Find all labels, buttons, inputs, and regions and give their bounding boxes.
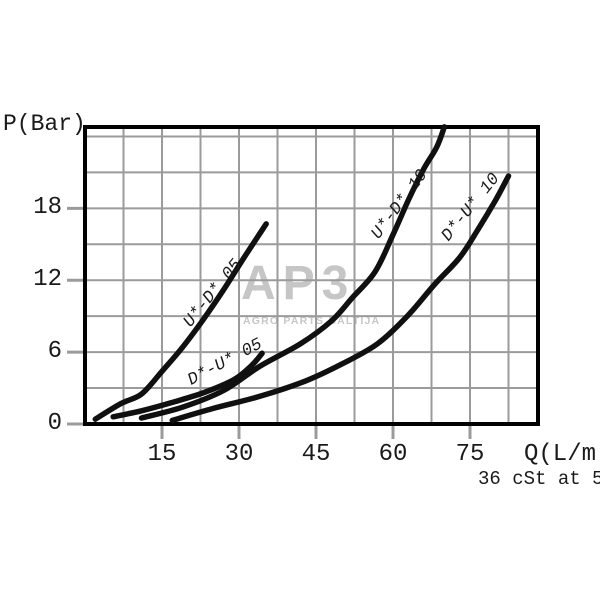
y-tick-0: 0: [47, 410, 62, 437]
curve-label-1: U*-D* 05: [180, 256, 246, 331]
curve-label-3: U*-D* 10: [368, 167, 432, 244]
y-tick-12: 12: [33, 266, 62, 293]
x-tick-30: 30: [224, 441, 254, 468]
x-axis-label: Q(L/m: [524, 441, 597, 468]
y-axis-label: P(Bar): [3, 111, 86, 137]
curve-3: [138, 124, 448, 421]
curve-4: [169, 173, 512, 424]
x-tick-75: 75: [455, 441, 485, 468]
y-tick-6: 6: [47, 338, 62, 365]
viscosity-annotation: 36 cSt at 5: [478, 468, 600, 490]
curve-1: [92, 221, 269, 422]
y-tick-18: 18: [33, 194, 62, 221]
x-tick-15: 15: [147, 441, 177, 468]
x-tick-45: 45: [301, 441, 331, 468]
plot-frame: [83, 125, 540, 426]
x-tick-60: 60: [378, 441, 408, 468]
curve-2: [110, 350, 265, 420]
watermark-logo: AP3: [241, 257, 356, 310]
